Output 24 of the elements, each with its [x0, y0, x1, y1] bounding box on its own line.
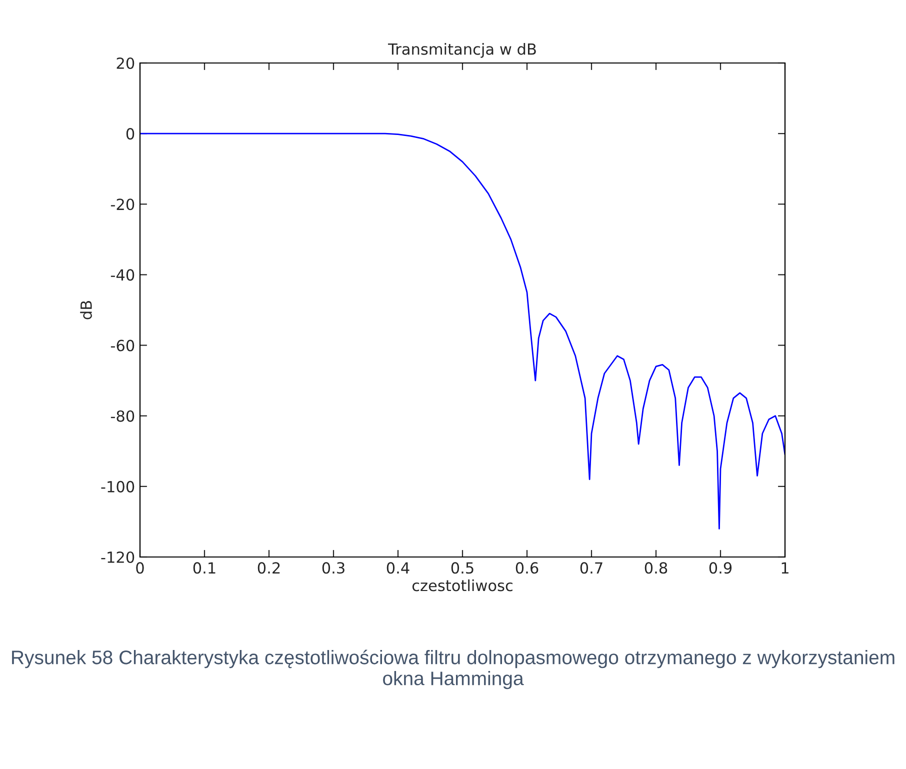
chart-title: Transmitancja w dB: [388, 43, 536, 58]
x-tick-label: 1: [782, 562, 788, 574]
x-tick-label: 0.1: [193, 562, 216, 574]
y-tick-label: -20: [110, 198, 134, 210]
y-tick-label: -100: [101, 480, 134, 492]
x-tick-label: 0.4: [386, 562, 410, 574]
x-tick-label: 0.3: [322, 562, 344, 574]
text: Rysunek 58 Charakterystyka częstotliwościowa filtru dolnopasmowego otrzymanego z wykorzystaniem okna Hamminga: [12, 650, 894, 690]
y-tick-label: 20: [116, 57, 134, 70]
x-tick-label: 0.7: [580, 562, 602, 574]
y-tick-label: 0: [126, 128, 134, 140]
x-tick-label: 0.2: [258, 562, 280, 574]
y-tick-label: -120: [101, 551, 134, 564]
y-tick-label: -80: [110, 410, 134, 422]
x-tick-label: 0: [136, 562, 144, 574]
x-tick-label: 0.5: [451, 562, 474, 574]
y-tick-label: -40: [110, 269, 134, 281]
x-axis-title: czestotliwosc: [412, 579, 512, 592]
x-tick-label: 0.8: [644, 562, 668, 574]
y-axis-title: dB: [80, 300, 92, 320]
x-tick-label: 0.9: [709, 562, 732, 574]
x-tick-label: 0.6: [516, 562, 538, 574]
y-tick-label: -60: [110, 340, 134, 352]
line-series: [140, 132, 785, 530]
